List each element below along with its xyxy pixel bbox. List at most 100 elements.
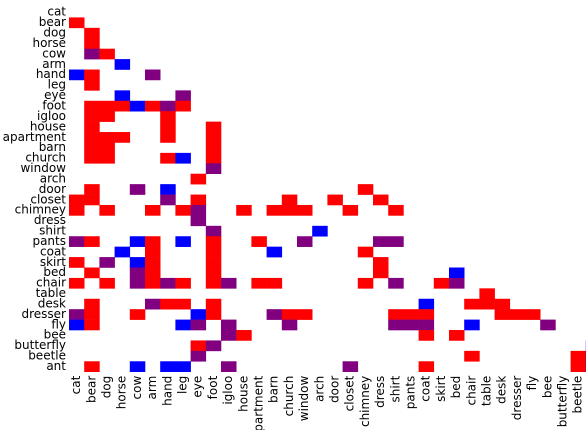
- cell-ant-bear: [84, 361, 100, 372]
- cell-chimney-barn: [266, 204, 283, 216]
- cell-closet-hand: [160, 194, 176, 206]
- cell-fly-igloo: [221, 319, 237, 331]
- cell-closet-bear: [84, 194, 100, 206]
- cell-pants-leg: [175, 236, 191, 247]
- row-label-arch: arch: [40, 171, 66, 185]
- row-label-bear: bear: [39, 15, 66, 29]
- cell-chair-hand: [160, 277, 176, 289]
- cell-pants-cow: [129, 236, 146, 247]
- cell-arch-eye: [190, 173, 207, 185]
- cell-bee-igloo: [221, 330, 237, 341]
- cell-bee-coat: [418, 330, 435, 341]
- column-label-arm: arm: [145, 376, 159, 400]
- row-label-bed: bed: [43, 265, 66, 279]
- cell-fly-cat: [69, 319, 85, 331]
- cell-hand-arm: [145, 69, 161, 81]
- cell-ant-closet: [342, 361, 359, 372]
- column-label-apartment: apartment: [252, 375, 266, 430]
- cell-church-hand: [160, 152, 176, 164]
- column-label-door: door: [328, 376, 342, 403]
- cell-dresser-dresser: [509, 309, 526, 320]
- cell-church-foot: [205, 152, 222, 164]
- cell-apartment-foot: [205, 132, 222, 143]
- cell-apartment-hand: [160, 132, 176, 143]
- cell-dresser-pants: [403, 309, 419, 320]
- cell-skirt-dog: [99, 257, 115, 268]
- cell-cow-dog: [99, 48, 115, 60]
- row-label-pants: pants: [32, 234, 66, 248]
- column-label-arch: arch: [312, 376, 326, 402]
- cell-pants-foot: [205, 236, 222, 247]
- cell-door-cow: [129, 184, 146, 195]
- row-label-church: church: [25, 151, 66, 165]
- column-label-pants: pants: [404, 376, 418, 410]
- cell-leg-bear: [84, 79, 100, 91]
- cell-chimney-window: [297, 204, 313, 216]
- row-label-door: door: [39, 182, 66, 196]
- column-label-fly: fly: [525, 376, 539, 391]
- cell-eye-horse: [114, 90, 131, 102]
- cell-chair-barn: [266, 277, 283, 289]
- cell-dresser-cow: [129, 309, 146, 320]
- cell-desk-foot: [205, 298, 222, 310]
- cell-fly-shirt: [388, 319, 404, 331]
- cell-foot-cow: [129, 100, 146, 112]
- column-label-bed: bed: [449, 376, 463, 399]
- cell-desk-leg: [175, 298, 191, 310]
- column-label-leg: leg: [176, 376, 190, 394]
- row-label-igloo: igloo: [37, 109, 66, 123]
- cell-fly-church: [281, 319, 298, 331]
- cell-barn-dog: [99, 142, 115, 154]
- cell-desk-hand: [160, 298, 176, 310]
- cell-door-bear: [84, 184, 100, 195]
- cell-igloo-hand: [160, 111, 176, 122]
- row-label-window: window: [20, 161, 66, 175]
- cell-arm-horse: [114, 59, 131, 70]
- cell-ant-beetle: [570, 361, 586, 372]
- column-label-butterfly: butterfly: [556, 376, 570, 428]
- cell-ant-igloo: [221, 361, 237, 372]
- cell-coat-chimney: [357, 246, 374, 258]
- row-label-cat: cat: [47, 5, 66, 19]
- row-label-cow: cow: [42, 46, 66, 60]
- row-label-house: house: [30, 119, 66, 133]
- cell-house-foot: [205, 121, 222, 133]
- cell-chimney-arm: [145, 204, 161, 216]
- row-label-dog: dog: [43, 26, 66, 40]
- column-label-dresser: dresser: [510, 376, 524, 421]
- cell-chimney-shirt: [388, 204, 404, 216]
- cell-closet-cat: [69, 194, 85, 206]
- column-label-chair: chair: [464, 376, 478, 406]
- cell-bed-dress: [373, 267, 389, 279]
- cell-chair-apartment: [251, 277, 267, 289]
- cell-desk-coat: [418, 298, 435, 310]
- cell-dresser-window: [297, 309, 313, 320]
- cell-ant-coat: [418, 361, 435, 372]
- cell-ant-cow: [129, 361, 146, 372]
- cell-closet-eye: [190, 194, 207, 206]
- cell-skirt-cat: [69, 257, 85, 268]
- cell-igloo-dog: [99, 111, 115, 122]
- column-label-cow: cow: [130, 376, 144, 400]
- row-label-coat: coat: [40, 244, 66, 258]
- cell-fly-coat: [418, 319, 435, 331]
- cell-chimney-leg: [175, 204, 191, 216]
- cell-bed-cow: [129, 267, 146, 279]
- cell-desk-desk: [494, 298, 511, 310]
- column-label-hand: hand: [160, 376, 174, 406]
- cell-skirt-arm: [145, 257, 161, 268]
- cell-dresser-shirt: [388, 309, 404, 320]
- cell-eye-leg: [175, 90, 191, 102]
- cell-church-bear: [84, 152, 100, 164]
- cell-chair-foot: [205, 277, 222, 289]
- cell-chimney-dog: [99, 204, 115, 216]
- column-label-cat: cat: [69, 375, 83, 394]
- cell-dresser-coat: [418, 309, 435, 320]
- row-label-beetle: beetle: [28, 349, 66, 363]
- cell-dresser-bear: [84, 309, 100, 320]
- cell-chair-leg: [175, 277, 191, 289]
- cell-beetle-beetle: [570, 350, 586, 362]
- row-label-arm: arm: [42, 57, 66, 71]
- row-label-butterfly: butterfly: [14, 338, 66, 352]
- cell-chair-shirt: [388, 277, 404, 289]
